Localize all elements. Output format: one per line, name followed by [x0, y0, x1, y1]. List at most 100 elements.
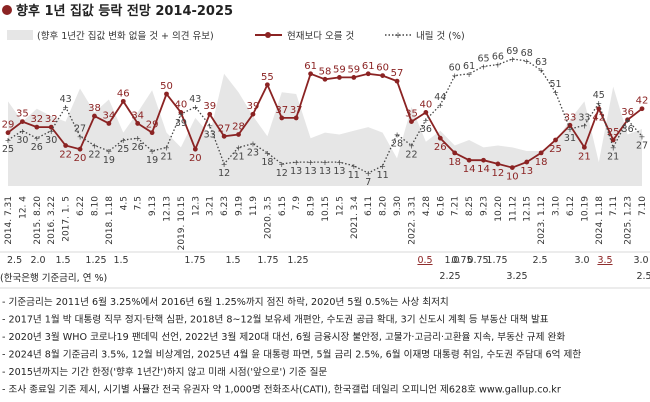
up-data-label: 34: [102, 110, 115, 121]
up-data-label: 25: [607, 127, 620, 138]
up-point: [20, 119, 25, 124]
up-data-label: 29: [2, 120, 15, 131]
rate-value: 2.0: [30, 255, 45, 266]
down-point: +: [408, 142, 415, 151]
rate-value: 3.0: [574, 255, 589, 266]
rate-value: 1.25: [85, 255, 106, 266]
down-point: +: [480, 62, 487, 71]
down-data-label: 18: [261, 157, 273, 168]
x-tick-label: 2023. 1.12: [537, 196, 547, 245]
up-data-label: 58: [319, 66, 332, 77]
rate-value: 0.75: [467, 255, 488, 266]
up-data-label: 20: [189, 153, 202, 164]
down-data-label: 22: [88, 150, 100, 161]
rate-value: 1.5: [113, 255, 128, 266]
rate-labels: 2.5 2.0 1.5 1.25 1.5 1.75 1.5 1.75 1.25 0.5 0.751.…: [7, 255, 650, 282]
down-data-label: 30: [16, 135, 28, 146]
up-data-label: 40: [175, 99, 188, 110]
up-point: [481, 157, 486, 163]
down-series-line: [7, 58, 643, 174]
down-point: +: [567, 125, 574, 134]
down-data-label: 65: [477, 53, 489, 64]
up-data-label: 32: [30, 114, 43, 125]
down-point: +: [106, 147, 113, 156]
up-point: [337, 75, 342, 80]
down-point: +: [33, 134, 40, 143]
x-tick-label: 6.12: [566, 196, 576, 216]
down-point: +: [322, 158, 329, 167]
up-point: [423, 110, 429, 115]
x-tick-label: 12.3: [191, 196, 201, 216]
down-point: +: [451, 72, 458, 81]
down-data-label: 22: [405, 150, 417, 161]
up-point: [34, 124, 40, 130]
down-data-label: 26: [132, 142, 144, 153]
down-point: +: [48, 127, 55, 136]
x-tick-label: 4.5: [119, 196, 129, 210]
legend-band-swatch: [7, 30, 33, 40]
x-tick-label: 3.21: [206, 196, 216, 216]
down-point: +: [278, 160, 285, 169]
down-point: +: [5, 136, 12, 145]
down-point: +: [206, 121, 213, 130]
x-tick-label: 6.22: [76, 196, 86, 216]
down-data-label: 21: [232, 151, 244, 162]
up-point: [106, 121, 112, 126]
down-point: +: [163, 143, 170, 152]
x-tick-label: 7.5: [134, 196, 144, 210]
up-point: [5, 130, 11, 136]
up-data-label: 36: [621, 107, 634, 118]
x-tick-label: 9.30: [393, 196, 403, 216]
up-point: [120, 98, 126, 104]
down-data-label: 31: [564, 133, 576, 144]
x-tick-label: 6.16: [436, 196, 446, 216]
x-tick-label: 8.19: [307, 196, 317, 216]
up-point: [596, 106, 602, 112]
down-point: +: [235, 143, 242, 152]
down-data-label: 33: [578, 112, 590, 123]
up-data-label: 14: [463, 164, 476, 175]
up-point: [264, 82, 270, 88]
up-data-label: 57: [391, 68, 404, 79]
down-point: +: [91, 142, 98, 151]
down-point: +: [610, 143, 617, 152]
x-axis-labels: 2014. 7.31 12. 4 2015. 8.20 2016. 3.22 2017.…: [4, 196, 648, 251]
legend-up-marker: [265, 32, 271, 38]
note-line: - 2015년까지는 기간 한정('향후 1년간')하지 않고 미래 시점('앞…: [2, 366, 327, 378]
note-line: - 기준금리는 2011년 6월 3.25%에서 2016년 6월 1.25%까…: [2, 296, 449, 308]
up-point: [293, 115, 299, 121]
up-point: [553, 137, 558, 143]
x-tick-label: 9.23: [480, 196, 490, 216]
up-point: [308, 71, 313, 77]
up-data-label: 22: [59, 150, 72, 161]
down-data-label: 12: [276, 168, 288, 179]
x-tick-label: 2021. 3.4: [350, 196, 360, 239]
rate-value: 3.5: [597, 255, 612, 266]
up-point: [509, 165, 515, 171]
rate-value: 1.5: [55, 255, 70, 266]
down-point: +: [379, 162, 386, 171]
down-data-label: 43: [189, 94, 201, 105]
down-data-label: 66: [492, 52, 504, 63]
down-point: +: [336, 158, 343, 167]
up-data-label: 55: [261, 72, 274, 83]
down-data-label: 13: [305, 166, 317, 177]
x-tick-label: 2022. 3.31: [408, 196, 418, 245]
up-data-label: 12: [492, 168, 505, 179]
up-point: [135, 121, 141, 126]
down-data-label: 30: [45, 135, 57, 146]
x-tick-label: 12.5: [335, 196, 345, 216]
x-tick-label: 11.12: [508, 196, 518, 222]
x-tick-label: 2017. 1. 5: [62, 196, 72, 242]
up-data-label: 37: [290, 105, 303, 116]
x-tick-label: 2025. 1.23: [624, 196, 634, 245]
x-tick-label: 12.13: [163, 196, 173, 222]
up-data-label: 61: [362, 61, 375, 72]
up-point: [178, 110, 184, 115]
x-tick-label: 10.19: [580, 196, 590, 222]
rate-value: 0.5: [417, 255, 432, 266]
down-point: +: [437, 101, 444, 110]
x-tick-label: 3.10: [552, 196, 562, 216]
